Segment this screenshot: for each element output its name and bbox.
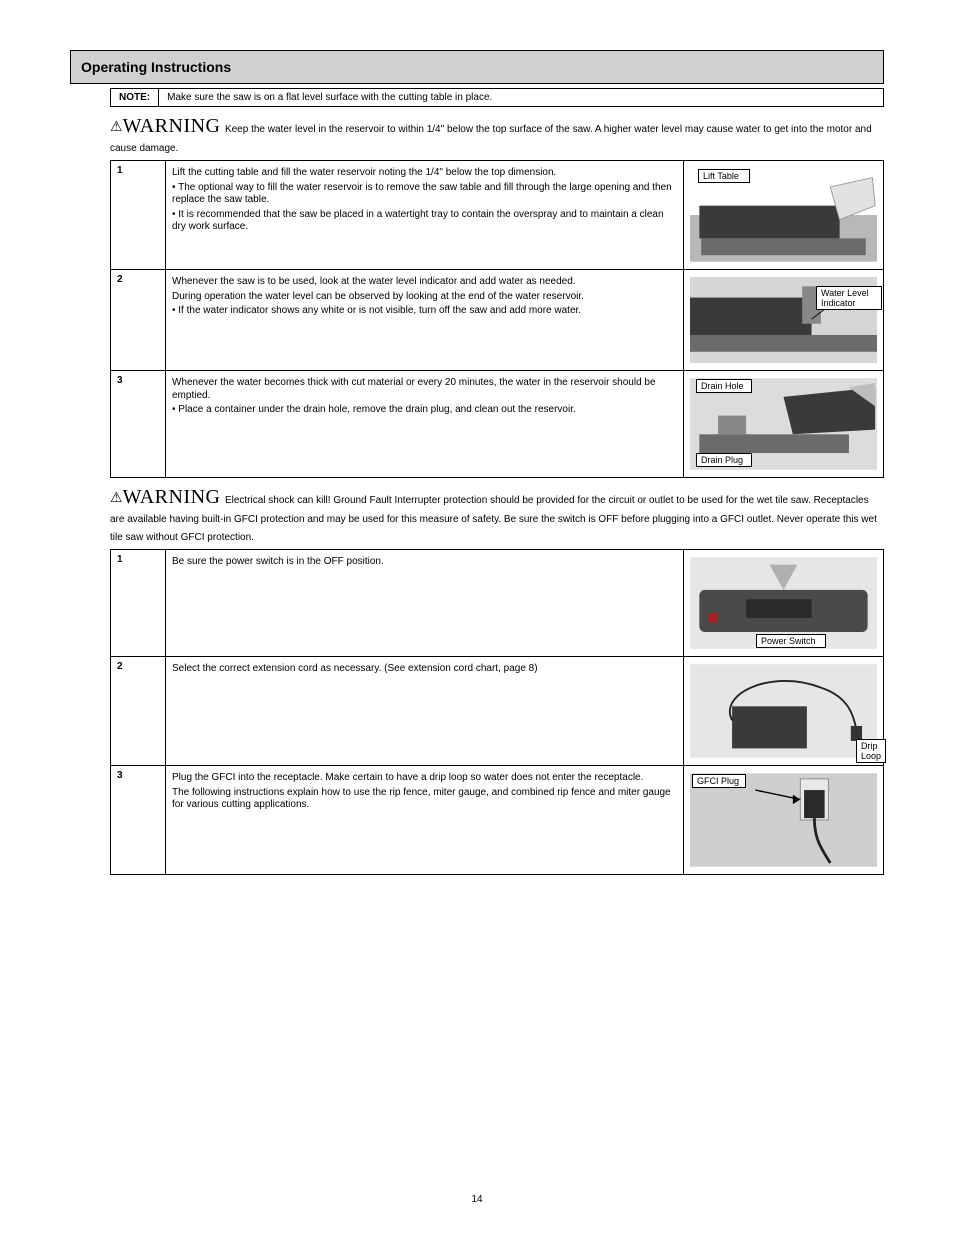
step-body: Plug the GFCI into the receptacle. Make …	[166, 766, 684, 875]
steps-table-1: 1 Lift the cutting table and fill the wat…	[110, 160, 884, 478]
table-row: 2 Whenever the saw is to be used, look at…	[111, 270, 884, 371]
step-illustration: DripLoop	[684, 657, 884, 766]
step-paragraph: Whenever the saw is to be used, look at …	[172, 276, 677, 289]
illustration-placeholder: Drain Hole Drain Plug	[690, 375, 877, 473]
step-illustration: GFCI Plug	[684, 766, 884, 875]
illustration-placeholder: Power Switch	[690, 554, 877, 652]
section-title: Operating Instructions	[81, 59, 231, 75]
step-paragraph: Whenever the water becomes thick with cu…	[172, 377, 677, 402]
note-label: NOTE:	[111, 89, 159, 106]
step-bullet: If the water indicator shows any white o…	[172, 305, 677, 318]
step-illustration: Drain Hole Drain Plug	[684, 371, 884, 478]
step-bullet: Place a container under the drain hole, …	[172, 404, 677, 417]
step-number: 1	[111, 161, 166, 270]
table-row: 2 Select the correct extension cord as ne…	[111, 657, 884, 766]
step-illustration: Lift Table	[684, 161, 884, 270]
step-paragraph: Select the correct extension cord as nec…	[172, 663, 677, 676]
step-number: 1	[111, 550, 166, 657]
step-body: Whenever the water becomes thick with cu…	[166, 371, 684, 478]
step-bullet: The optional way to fill the water reser…	[172, 182, 677, 207]
table-row: 1 Be sure the power switch is in the OFF …	[111, 550, 884, 657]
table-row: 3 Plug the GFCI into the receptacle. Make…	[111, 766, 884, 875]
illustration-placeholder: GFCI Plug	[690, 770, 877, 870]
step-paragraph: Be sure the power switch is in the OFF p…	[172, 556, 677, 569]
illustration-placeholder: Water LevelIndicator	[690, 274, 877, 366]
warning-1: ⚠WARNING Keep the water level in the res…	[110, 115, 884, 156]
step-paragraph: Lift the cutting table and fill the wate…	[172, 167, 677, 180]
step-illustration: Water LevelIndicator	[684, 270, 884, 371]
callout-label: Water LevelIndicator	[816, 286, 882, 310]
illustration-placeholder: DripLoop	[690, 661, 877, 761]
step-paragraph: Plug the GFCI into the receptacle. Make …	[172, 772, 677, 785]
steps-table-2-wrap: 1 Be sure the power switch is in the OFF …	[110, 549, 884, 875]
step-body: Be sure the power switch is in the OFF p…	[166, 550, 684, 657]
callout-label: DripLoop	[856, 739, 886, 763]
callout-label: Power Switch	[756, 634, 826, 648]
step-number: 3	[111, 766, 166, 875]
step-number: 2	[111, 657, 166, 766]
warning-2-text: Electrical shock can kill! Ground Fault …	[110, 495, 877, 543]
warning-1-label: WARNING	[123, 115, 221, 137]
note-text: Make sure the saw is on a flat level sur…	[159, 89, 883, 106]
callout-label: Lift Table	[698, 169, 750, 183]
step-body: Whenever the saw is to be used, look at …	[166, 270, 684, 371]
step-paragraph: The following instructions explain how t…	[172, 787, 677, 812]
table-row: 1 Lift the cutting table and fill the wat…	[111, 161, 884, 270]
page-number: 14	[0, 1194, 954, 1205]
note-row: NOTE: Make sure the saw is on a flat lev…	[110, 88, 884, 107]
illustration-placeholder: Lift Table	[690, 165, 877, 265]
warning-icon: ⚠	[110, 118, 123, 134]
step-illustration: Power Switch	[684, 550, 884, 657]
page: Operating Instructions NOTE: Make sure t…	[0, 0, 954, 1235]
warning-2: ⚠WARNING Electrical shock can kill! Grou…	[110, 486, 884, 545]
callout-label: GFCI Plug	[692, 774, 746, 788]
warning-2-label: WARNING	[123, 486, 221, 508]
step-bullet: It is recommended that the saw be placed…	[172, 209, 677, 234]
table-row: 3Whenever the water becomes thick with c…	[111, 371, 884, 478]
step-number: 3	[111, 371, 166, 478]
section-title-bar: Operating Instructions	[70, 50, 884, 84]
step-body: Select the correct extension cord as nec…	[166, 657, 684, 766]
warning-icon: ⚠	[110, 489, 123, 505]
step-paragraph: During operation the water level can be …	[172, 291, 677, 304]
steps-table-2: 1 Be sure the power switch is in the OFF …	[110, 549, 884, 875]
callout-label: Drain Hole	[696, 379, 752, 393]
step-body: Lift the cutting table and fill the wate…	[166, 161, 684, 270]
steps-table-1-wrap: 1 Lift the cutting table and fill the wat…	[110, 160, 884, 478]
step-number: 2	[111, 270, 166, 371]
callout-label: Drain Plug	[696, 453, 752, 467]
warning-1-text: Keep the water level in the reservoir to…	[110, 124, 872, 154]
